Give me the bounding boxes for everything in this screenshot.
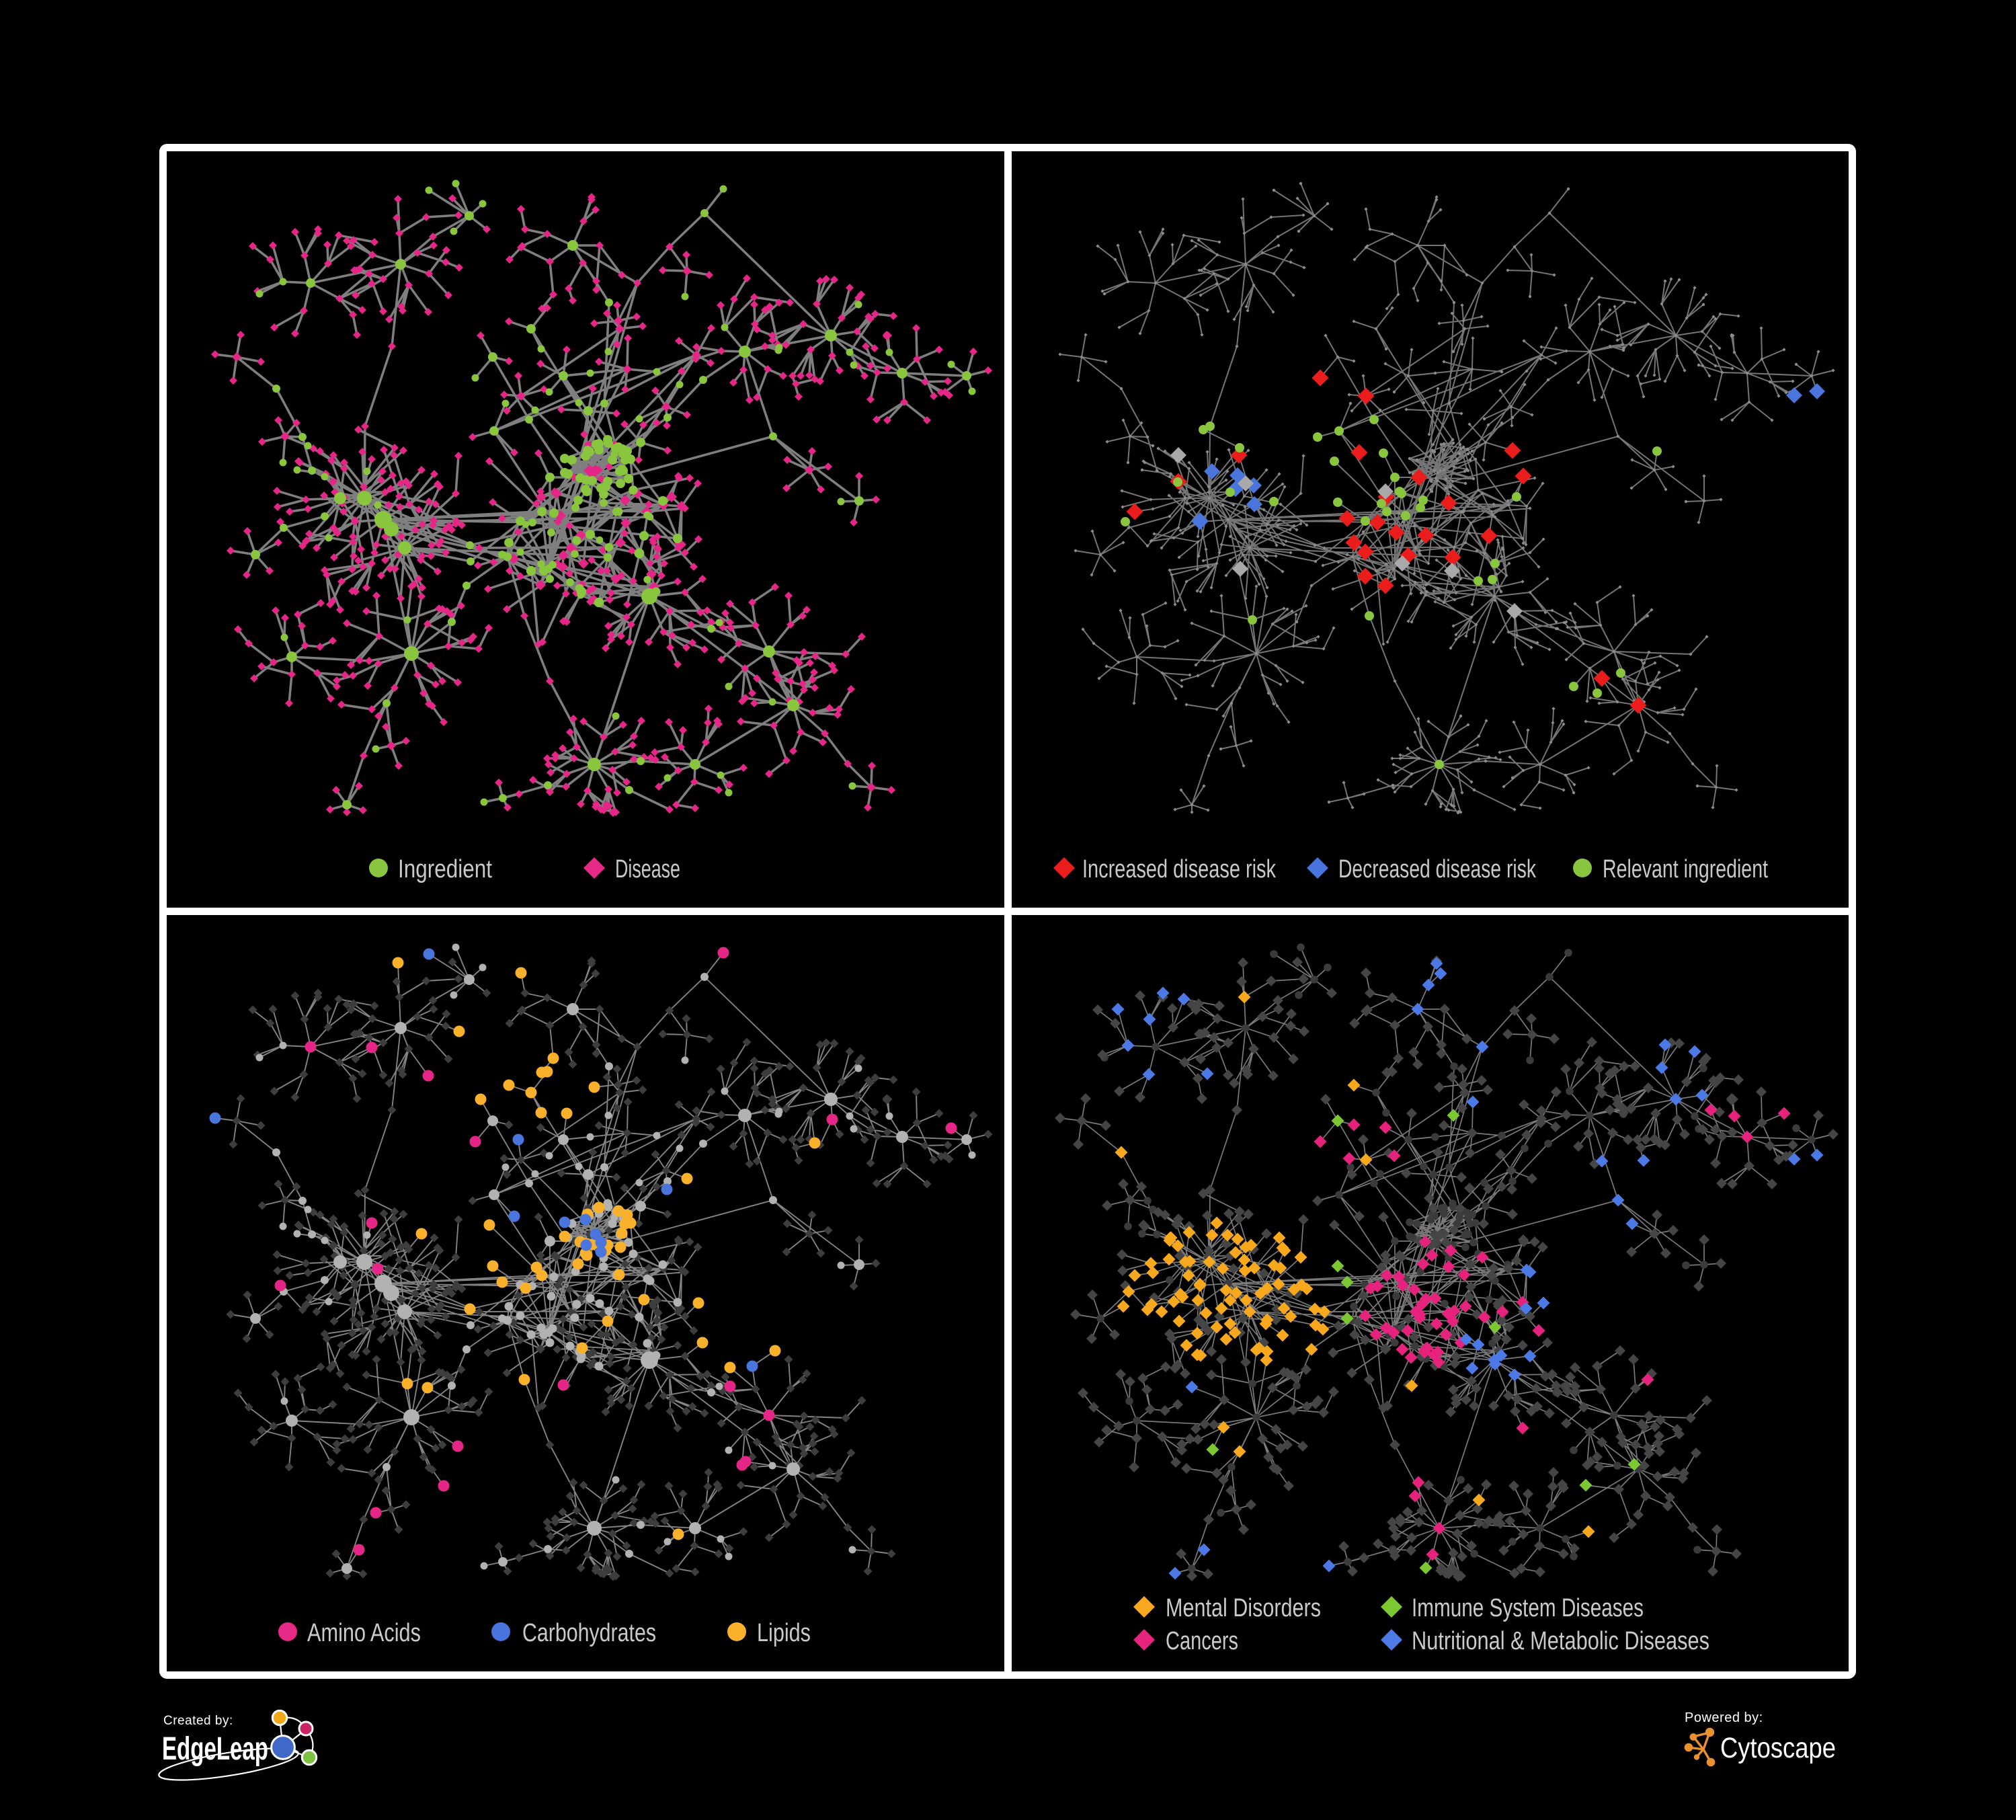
- svg-text:Decreased disease risk: Decreased disease risk: [1338, 855, 1537, 883]
- svg-text:Lipids: Lipids: [757, 1619, 811, 1647]
- svg-text:Relevant ingredient: Relevant ingredient: [1603, 855, 1768, 883]
- svg-text:Amino Acids: Amino Acids: [307, 1619, 421, 1647]
- svg-text:Nutritional & Metabolic Diseas: Nutritional & Metabolic Diseases: [1412, 1627, 1709, 1655]
- svg-text:Ingredient: Ingredient: [398, 855, 492, 883]
- svg-text:Immune System Diseases: Immune System Diseases: [1412, 1594, 1644, 1622]
- svg-text:Increased disease risk: Increased disease risk: [1082, 855, 1277, 883]
- svg-text:Cancers: Cancers: [1166, 1627, 1238, 1655]
- svg-text:Cytoscape: Cytoscape: [1720, 1732, 1836, 1764]
- svg-text:Created by:: Created by:: [163, 1714, 233, 1728]
- svg-text:Mental Disorders: Mental Disorders: [1166, 1594, 1321, 1622]
- svg-text:Powered by:: Powered by:: [1685, 1710, 1763, 1725]
- svg-text:Disease: Disease: [615, 855, 680, 883]
- svg-text:Carbohydrates: Carbohydrates: [522, 1619, 656, 1647]
